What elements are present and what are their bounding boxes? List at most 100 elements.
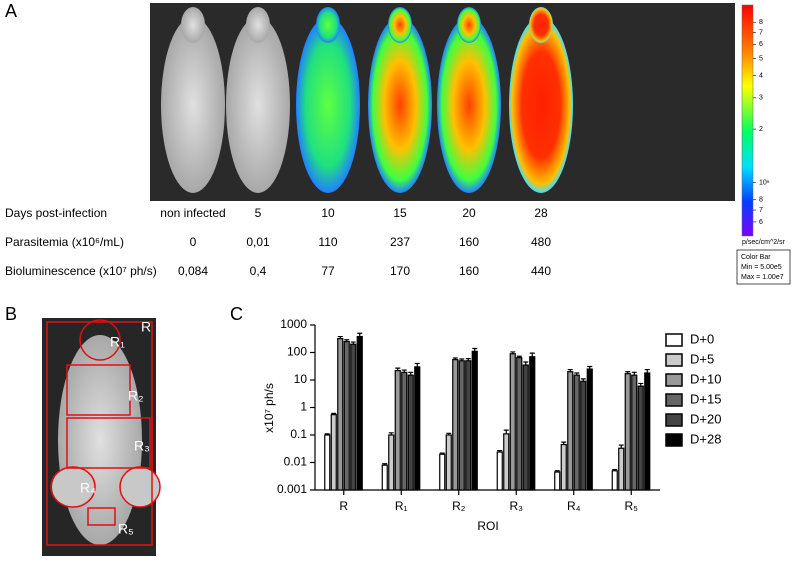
color-bar-tick-label: 8 — [759, 19, 763, 26]
color-bar — [741, 4, 754, 237]
table-cell: 480 — [531, 235, 551, 249]
color-bar-box-text: Min = 5.00e5 — [741, 264, 782, 271]
roi — [66, 417, 151, 469]
legend-label: D+15 — [690, 391, 721, 406]
bar — [529, 356, 536, 491]
y-tick-label: 1000 — [280, 317, 307, 331]
table-cell: 160 — [459, 264, 479, 278]
error-bar — [472, 347, 478, 352]
error-bar — [395, 367, 401, 371]
y-tick-label: 0.01 — [284, 455, 308, 469]
color-bar-box-text: Max = 1.00e7 — [741, 274, 784, 281]
y-tick-label: 0.001 — [277, 482, 307, 496]
error-bar — [618, 444, 624, 449]
bar — [401, 371, 408, 491]
mouse-head — [246, 7, 270, 43]
table-cell: 440 — [531, 264, 551, 278]
mouse-head — [457, 7, 481, 43]
bar — [445, 434, 452, 491]
table-cell: 0,4 — [250, 264, 267, 278]
bar — [631, 374, 638, 491]
x-tick-label: R₁ — [395, 499, 408, 513]
panel-letter: A — [5, 1, 17, 21]
error-bar — [465, 358, 471, 361]
mouse-image — [296, 17, 360, 193]
table-cell: 160 — [459, 235, 479, 249]
table-cell: 28 — [534, 206, 548, 220]
legend-swatch — [665, 353, 683, 367]
error-bar — [625, 371, 631, 374]
x-tick-label: R₂ — [452, 499, 466, 513]
color-bar-tick-label: 2 — [759, 126, 763, 133]
legend-swatch — [665, 393, 683, 407]
error-bar — [439, 452, 445, 455]
table-cell: non infected — [160, 206, 225, 220]
error-bar — [382, 463, 388, 466]
error-bar — [503, 429, 509, 434]
error-bar — [612, 469, 618, 471]
x-tick-label: R₄ — [567, 499, 581, 513]
legend-swatch — [665, 433, 683, 447]
roi-label: R₅ — [118, 521, 134, 537]
legend-label: D+0 — [690, 331, 714, 346]
table-cell: 10 — [321, 206, 335, 220]
color-bar-tick-label: 6 — [759, 41, 763, 48]
mouse-image — [161, 17, 225, 193]
bar — [554, 471, 561, 491]
legend-swatch — [665, 373, 683, 387]
color-bar-tick-label: 4 — [759, 72, 763, 79]
bar — [394, 369, 401, 491]
bar — [452, 359, 459, 491]
error-bar — [497, 450, 503, 453]
color-bar-tick-label: 7 — [759, 207, 763, 214]
bar — [465, 360, 472, 491]
error-bar — [414, 362, 420, 367]
mouse-head — [388, 7, 412, 43]
bar — [330, 414, 337, 491]
panel-letter: C — [230, 304, 243, 324]
x-tick-label: R — [339, 499, 348, 513]
mouse-image — [226, 17, 290, 193]
table-cell: 0,01 — [246, 235, 270, 249]
mouse-head — [181, 7, 205, 43]
roi-outlines — [46, 319, 161, 546]
error-bar — [587, 365, 593, 370]
bar — [567, 371, 574, 491]
y-axis-label: x10⁷ ph/s — [262, 383, 276, 433]
table-cell: 0,084 — [178, 264, 208, 278]
color-bar-box — [736, 249, 791, 285]
y-tick-label: 10 — [294, 372, 308, 386]
color-bar-tick-label: 7 — [759, 29, 763, 36]
error-bar — [523, 361, 529, 366]
x-axis-label: ROI — [477, 519, 498, 533]
panel-b: B R R₁ R₂ R₃ R₄ R₅ — [5, 304, 161, 556]
roi — [87, 507, 116, 526]
color-bar-tick-label: 8 — [759, 197, 763, 204]
error-bar — [574, 372, 580, 376]
roi-label: R₃ — [134, 438, 150, 454]
row-label: Days post-infection — [5, 206, 107, 220]
bar — [573, 374, 580, 491]
bar — [356, 335, 363, 491]
color-bar-unit: p/sec/cm^2/sr — [742, 239, 786, 246]
roi-label: R — [141, 319, 151, 335]
error-bar — [644, 368, 650, 373]
error-bar — [516, 355, 522, 358]
bar — [414, 366, 421, 491]
bar — [586, 368, 593, 491]
legend-swatch — [665, 333, 683, 347]
error-bar — [561, 441, 567, 445]
roi-label: R₂ — [128, 388, 144, 404]
roi — [46, 321, 153, 546]
table-cell: 5 — [255, 206, 262, 220]
bar — [350, 343, 357, 491]
bar — [522, 364, 529, 491]
color-bar-box-text: Color Bar — [741, 254, 771, 261]
x-tick-label: R₅ — [625, 499, 639, 513]
bar — [471, 350, 478, 491]
bar — [458, 360, 465, 491]
x-tick-label: R₃ — [509, 499, 523, 513]
bar — [496, 451, 503, 491]
table-cell: 77 — [321, 264, 335, 278]
roi — [66, 364, 131, 416]
